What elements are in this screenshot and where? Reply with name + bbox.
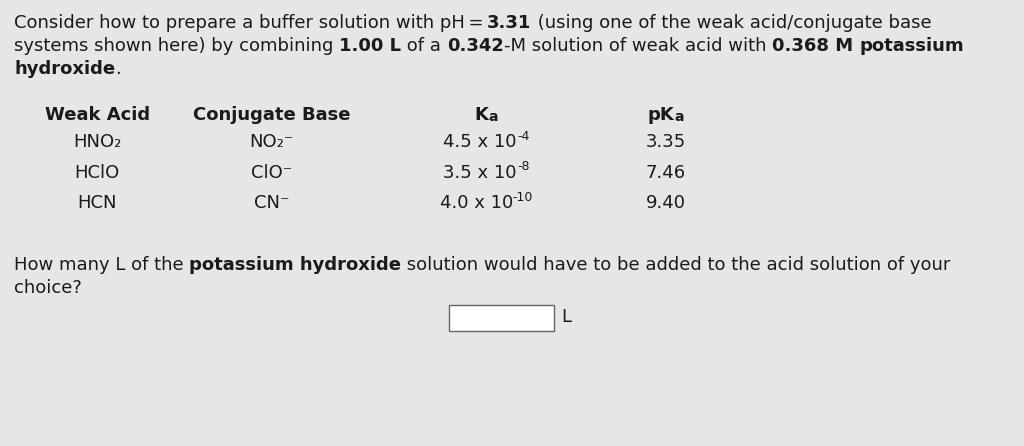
Text: (using one of the weak acid/conjugate base: (using one of the weak acid/conjugate ba…	[531, 14, 931, 32]
Text: Weak Acid: Weak Acid	[45, 106, 150, 124]
Text: solution would have to be added to the acid solution of your: solution would have to be added to the a…	[401, 256, 950, 274]
Text: 3.35: 3.35	[645, 133, 686, 151]
Text: HNO₂: HNO₂	[73, 133, 122, 151]
Text: CN⁻: CN⁻	[254, 194, 289, 212]
Text: -M solution of weak acid with: -M solution of weak acid with	[504, 37, 772, 55]
Text: -4: -4	[517, 130, 529, 143]
Text: K: K	[475, 106, 488, 124]
Text: choice?: choice?	[14, 279, 82, 297]
Text: ClO⁻: ClO⁻	[251, 164, 292, 182]
Text: -8: -8	[517, 161, 529, 173]
Text: a: a	[488, 110, 498, 124]
Text: 3.5 x 10: 3.5 x 10	[443, 164, 517, 182]
Text: of a: of a	[401, 37, 446, 55]
Text: 3.31: 3.31	[487, 14, 531, 32]
Text: 0.368 M: 0.368 M	[772, 37, 859, 55]
Text: 7.46: 7.46	[645, 164, 686, 182]
FancyBboxPatch shape	[450, 306, 554, 331]
Text: -10: -10	[513, 191, 534, 204]
Text: How many L of the: How many L of the	[14, 256, 189, 274]
Text: potassium hydroxide: potassium hydroxide	[189, 256, 401, 274]
Text: 1.00 L: 1.00 L	[339, 37, 401, 55]
Text: pK: pK	[647, 106, 674, 124]
Text: Consider how to prepare a buffer solution with pH =: Consider how to prepare a buffer solutio…	[14, 14, 487, 32]
Text: .: .	[115, 59, 121, 78]
Text: a: a	[674, 110, 684, 124]
Text: 9.40: 9.40	[645, 194, 686, 212]
Text: L: L	[561, 308, 571, 326]
Text: 4.0 x 10: 4.0 x 10	[439, 194, 513, 212]
Text: potassium: potassium	[859, 37, 964, 55]
Text: hydroxide: hydroxide	[14, 59, 115, 78]
Text: HClO: HClO	[75, 164, 120, 182]
Text: NO₂⁻: NO₂⁻	[249, 133, 294, 151]
Text: systems shown here) by combining: systems shown here) by combining	[14, 37, 339, 55]
Text: HCN: HCN	[78, 194, 117, 212]
Text: Conjugate Base: Conjugate Base	[193, 106, 350, 124]
Text: 4.5 x 10: 4.5 x 10	[443, 133, 517, 151]
Text: 0.342: 0.342	[446, 37, 504, 55]
